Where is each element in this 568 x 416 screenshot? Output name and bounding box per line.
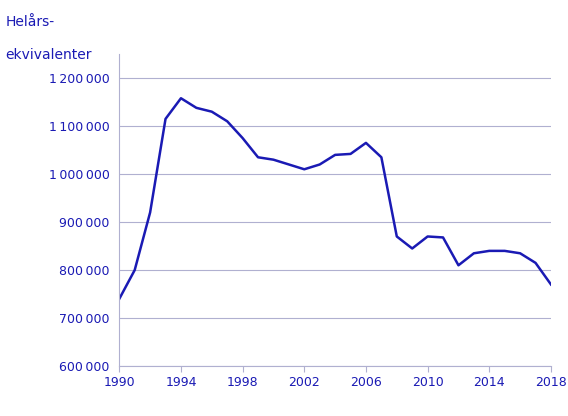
Text: Helårs-: Helårs- (6, 15, 55, 29)
Text: ekvivalenter: ekvivalenter (6, 48, 92, 62)
